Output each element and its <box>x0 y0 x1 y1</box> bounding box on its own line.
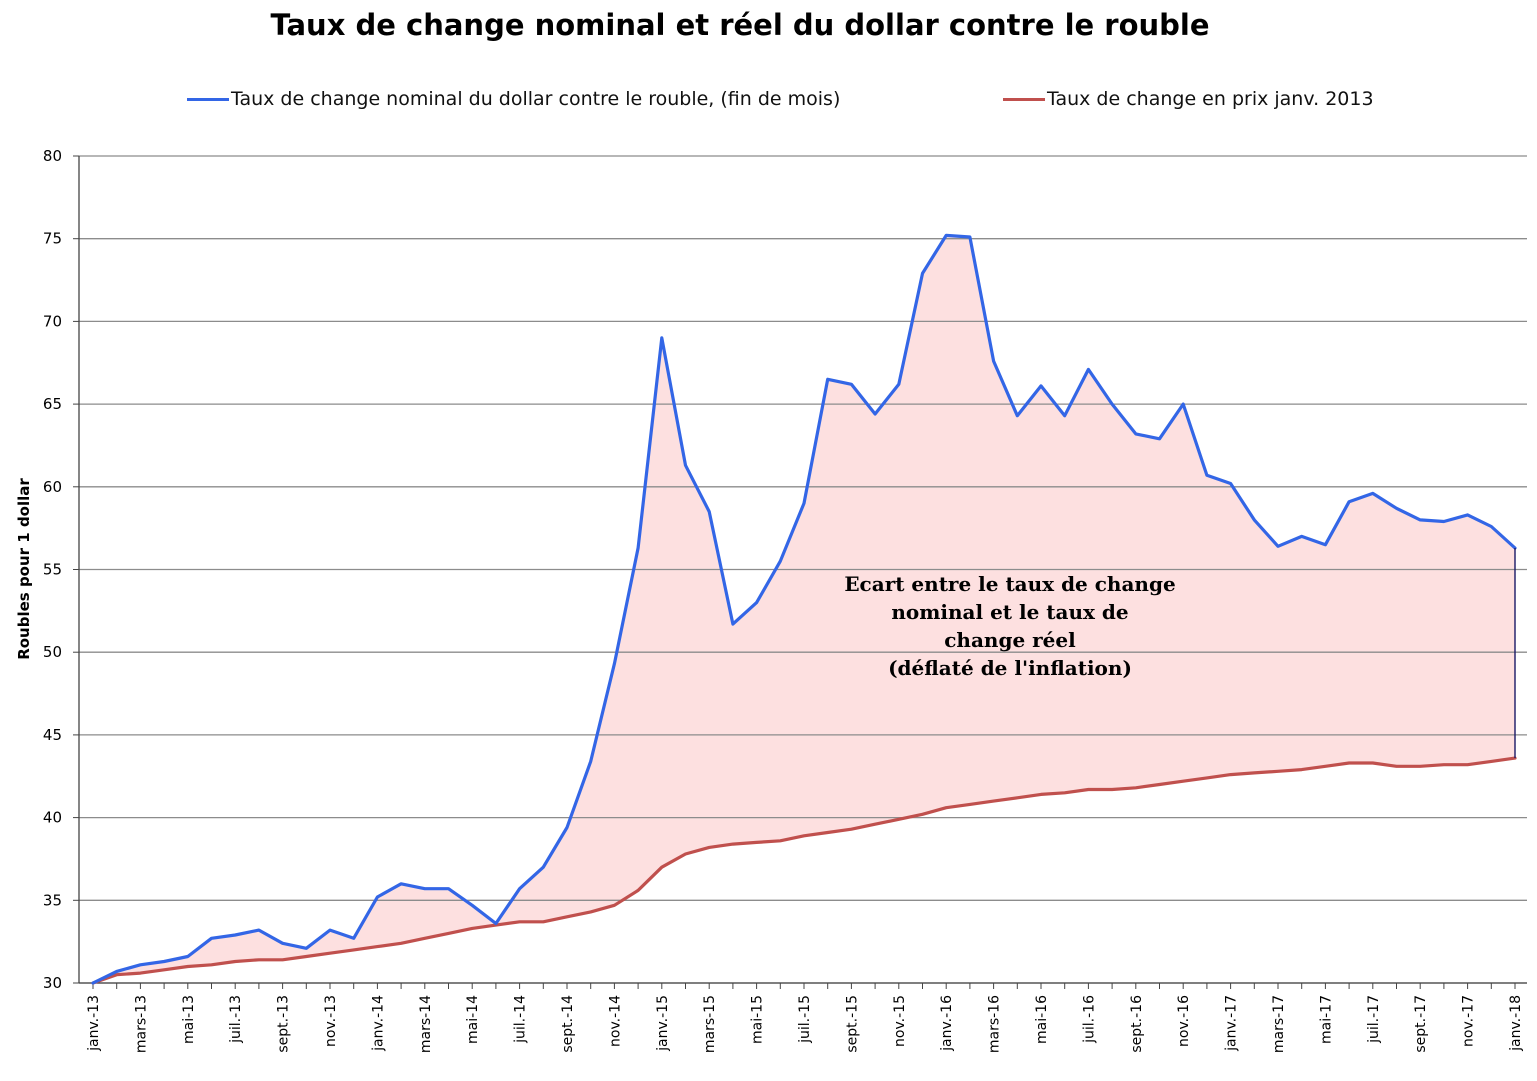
x-tick-label: mars-17 <box>1271 995 1287 1053</box>
y-tick-label: 35 <box>43 891 62 909</box>
y-axis-label: Roubles pour 1 dollar <box>15 478 33 660</box>
gap-fill-polygon <box>93 235 1515 983</box>
annotation-line: nominal et le taux de <box>891 600 1129 624</box>
series-line-real <box>91 756 1517 985</box>
y-tick-label: 40 <box>43 809 62 827</box>
y-tick-label: 70 <box>43 312 62 330</box>
series-line-nominal <box>91 233 1517 985</box>
legend-item-real: Taux de change en prix janv. 2013 <box>1003 88 1374 110</box>
y-tick-label: 80 <box>43 147 62 165</box>
x-tick-label: nov.-15 <box>892 995 908 1047</box>
x-tick-label: mars-15 <box>702 995 718 1053</box>
x-tick-label: nov.-13 <box>323 995 339 1047</box>
x-tick-label: janv.-18 <box>1508 995 1524 1052</box>
gap-fill-area <box>93 235 1515 983</box>
x-tick-label: mars-14 <box>418 995 434 1053</box>
x-tick-label: sept.-14 <box>560 995 576 1053</box>
series-lines <box>91 233 1517 985</box>
legend-label-real: Taux de change en prix janv. 2013 <box>1047 88 1374 110</box>
gap-annotation: Ecart entre le taux de change nominal et… <box>820 570 1200 682</box>
y-tick-label: 60 <box>43 478 62 496</box>
x-tick-label: sept.-13 <box>276 995 292 1053</box>
legend: Taux de change nominal du dollar contre … <box>0 88 1537 118</box>
x-tick-label: janv.-16 <box>939 995 955 1052</box>
x-tick-label: juil.-16 <box>1081 995 1097 1044</box>
x-tick-label: mars-16 <box>987 995 1003 1053</box>
y-tick-label: 75 <box>43 230 62 248</box>
y-tick-label: 50 <box>43 643 62 661</box>
x-tick-label: juil.-15 <box>797 995 813 1044</box>
x-tick-label: juil.-17 <box>1366 995 1382 1044</box>
annotation-line: (déflaté de l'inflation) <box>888 656 1132 680</box>
annotation-line: Ecart entre le taux de change <box>844 572 1176 596</box>
x-tick-label: janv.-15 <box>655 995 671 1052</box>
x-tick-label: sept.-17 <box>1413 995 1429 1053</box>
x-tick-label: juil.-14 <box>513 995 529 1044</box>
legend-label-nominal: Taux de change nominal du dollar contre … <box>231 88 841 110</box>
x-tick-label: janv.-17 <box>1224 995 1240 1052</box>
legend-swatch-nominal <box>187 97 229 101</box>
y-tick-label: 45 <box>43 726 62 744</box>
y-tick-label: 65 <box>43 395 62 413</box>
legend-item-nominal: Taux de change nominal du dollar contre … <box>187 88 840 110</box>
x-tick-label: mai-14 <box>465 995 481 1044</box>
x-tick-label: sept.-15 <box>844 995 860 1053</box>
x-tick-label: mars-13 <box>133 995 149 1053</box>
x-tick-labels: janv.-13 mars-13 mai-13 juil.-13 sept.-13 nov… <box>86 995 1524 1053</box>
x-tick-label: juil.-13 <box>228 995 244 1044</box>
x-tick-label: nov.-14 <box>607 995 623 1047</box>
y-tick-label: 30 <box>43 974 62 992</box>
x-tick-label: janv.-13 <box>86 995 102 1052</box>
axes <box>73 155 1527 989</box>
grid-lines <box>79 155 1527 984</box>
chart-title: Taux de change nominal et réel du dollar… <box>270 8 1210 42</box>
x-tick-label: mai-13 <box>181 995 197 1044</box>
x-tick-label: nov.-16 <box>1176 995 1192 1047</box>
y-tick-label: 55 <box>43 561 62 579</box>
x-tick-label: mai-16 <box>1034 995 1050 1044</box>
annotation-line: change réel <box>944 628 1076 652</box>
x-tick-label: sept.-16 <box>1129 995 1145 1053</box>
x-tick-label: nov.-17 <box>1461 995 1477 1047</box>
x-tick-label: mai-17 <box>1318 995 1334 1044</box>
x-tick-label: janv.-14 <box>370 995 386 1052</box>
legend-swatch-real <box>1003 97 1045 101</box>
y-tick-labels: 30 35 40 45 50 55 60 65 70 75 80 <box>43 147 62 992</box>
x-tick-label: mai-15 <box>750 995 766 1044</box>
